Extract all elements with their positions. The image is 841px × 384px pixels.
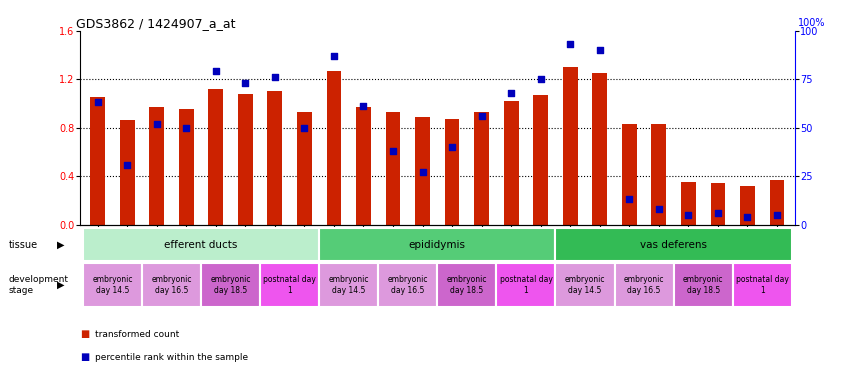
Bar	[711, 184, 725, 225]
Bar	[320, 228, 555, 261]
Point	[534, 76, 547, 82]
Bar	[681, 182, 696, 225]
Bar	[474, 112, 489, 225]
Text: embryonic
day 16.5: embryonic day 16.5	[151, 275, 192, 295]
Bar	[83, 263, 142, 307]
Bar	[142, 263, 201, 307]
Point	[652, 206, 665, 212]
Point	[179, 124, 193, 131]
Point	[327, 53, 341, 59]
Text: transformed count: transformed count	[95, 329, 179, 339]
Point	[741, 214, 754, 220]
Bar	[445, 119, 459, 225]
Text: postnatal day
1: postnatal day 1	[263, 275, 316, 295]
Text: embryonic
day 14.5: embryonic day 14.5	[93, 275, 133, 295]
Point	[268, 74, 282, 80]
Point	[357, 103, 370, 109]
Text: development
stage: development stage	[8, 275, 68, 295]
Point	[386, 148, 399, 154]
Point	[415, 169, 429, 175]
Text: epididymis: epididymis	[409, 240, 466, 250]
Text: postnatal day
1: postnatal day 1	[736, 275, 789, 295]
Point	[298, 124, 311, 131]
Text: ▶: ▶	[57, 280, 64, 290]
Text: tissue: tissue	[8, 240, 38, 250]
Text: ■: ■	[80, 329, 89, 339]
Bar	[415, 117, 430, 225]
Text: GDS3862 / 1424907_a_at: GDS3862 / 1424907_a_at	[77, 17, 235, 30]
Bar	[179, 109, 193, 225]
Text: embryonic
day 18.5: embryonic day 18.5	[447, 275, 487, 295]
Bar	[209, 89, 223, 225]
Bar	[652, 124, 666, 225]
Bar	[378, 263, 437, 307]
Point	[446, 144, 459, 150]
Point	[475, 113, 489, 119]
Bar	[437, 263, 496, 307]
Text: embryonic
day 16.5: embryonic day 16.5	[388, 275, 428, 295]
Bar	[592, 73, 607, 225]
Bar	[740, 186, 755, 225]
Text: ▶: ▶	[57, 240, 64, 250]
Point	[682, 212, 696, 218]
Text: 100%: 100%	[797, 18, 825, 28]
Point	[209, 68, 223, 74]
Point	[120, 161, 134, 167]
Text: embryonic
day 16.5: embryonic day 16.5	[624, 275, 664, 295]
Bar	[260, 263, 320, 307]
Bar	[504, 101, 519, 225]
Point	[770, 212, 784, 218]
Text: embryonic
day 18.5: embryonic day 18.5	[683, 275, 723, 295]
Bar	[90, 98, 105, 225]
Bar	[770, 180, 785, 225]
Point	[563, 41, 577, 47]
Text: ■: ■	[80, 352, 89, 362]
Bar	[622, 124, 637, 225]
Bar	[267, 91, 283, 225]
Bar	[356, 107, 371, 225]
Bar	[83, 228, 320, 261]
Point	[593, 47, 606, 53]
Text: efferent ducts: efferent ducts	[164, 240, 238, 250]
Point	[91, 99, 104, 106]
Bar	[563, 67, 578, 225]
Text: vas deferens: vas deferens	[640, 240, 707, 250]
Point	[239, 80, 252, 86]
Bar	[386, 112, 400, 225]
Text: embryonic
day 14.5: embryonic day 14.5	[565, 275, 606, 295]
Bar	[496, 263, 555, 307]
Text: embryonic
day 18.5: embryonic day 18.5	[210, 275, 251, 295]
Text: postnatal day
1: postnatal day 1	[500, 275, 553, 295]
Bar	[326, 71, 341, 225]
Bar	[555, 263, 615, 307]
Point	[505, 90, 518, 96]
Bar	[615, 263, 674, 307]
Bar	[297, 112, 312, 225]
Bar	[201, 263, 260, 307]
Point	[622, 196, 636, 202]
Point	[711, 210, 725, 216]
Bar	[733, 263, 791, 307]
Bar	[674, 263, 733, 307]
Bar	[119, 121, 135, 225]
Text: percentile rank within the sample: percentile rank within the sample	[95, 353, 248, 362]
Bar	[320, 263, 378, 307]
Bar	[555, 228, 791, 261]
Bar	[150, 107, 164, 225]
Bar	[238, 94, 252, 225]
Bar	[533, 95, 548, 225]
Text: embryonic
day 14.5: embryonic day 14.5	[329, 275, 369, 295]
Point	[150, 121, 163, 127]
